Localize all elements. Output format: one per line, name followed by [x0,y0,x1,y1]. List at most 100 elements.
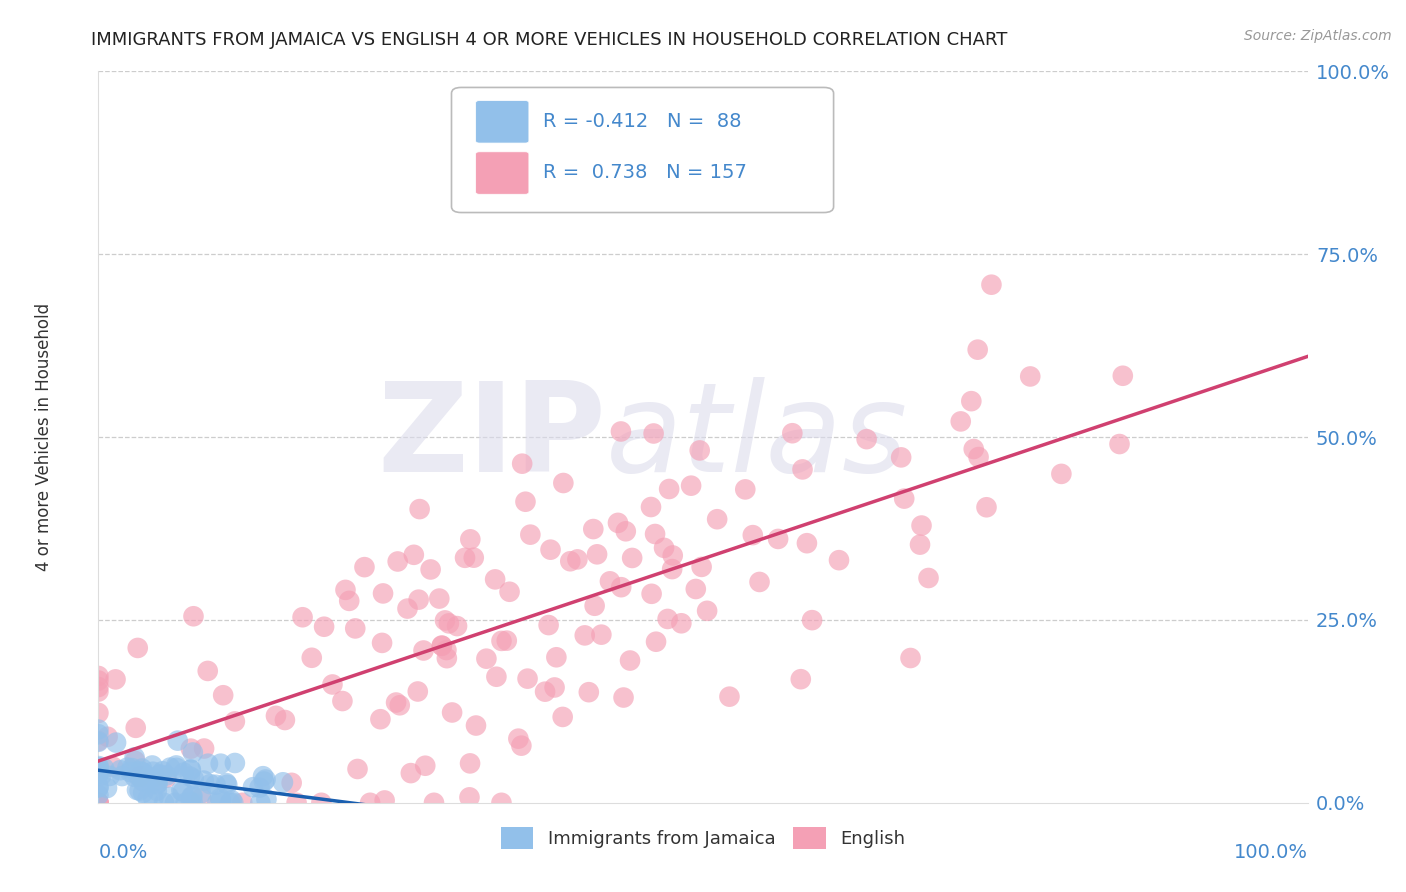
Point [591,627,613,641]
Point [586,547,609,561]
Point [516,672,538,686]
Point [104,673,127,687]
Text: IMMIGRANTS FROM JAMAICA VS ENGLISH 4 OR MORE VEHICLES IN HOUSEHOLD CORRELATION C: IMMIGRANTS FROM JAMAICA VS ENGLISH 4 OR … [91,31,1008,49]
Point [792,462,814,476]
Point [652,541,675,555]
Point [537,618,560,632]
Point [174,796,197,810]
Legend: Immigrants from Jamaica, English: Immigrants from Jamaica, English [494,820,912,856]
Point [132,786,155,800]
Point [546,650,568,665]
Point [136,791,159,805]
Point [427,591,450,606]
Point [215,776,238,790]
Point [87,766,110,780]
Point [183,609,205,624]
Point [181,796,204,810]
Point [152,764,174,779]
Point [285,796,308,810]
Point [87,788,110,802]
Point [685,582,707,596]
Point [828,553,851,567]
Point [734,483,756,497]
Text: R =  0.738   N = 157: R = 0.738 N = 157 [543,163,747,182]
Point [87,735,110,749]
Point [801,613,824,627]
Point [696,604,718,618]
Point [560,554,582,568]
Point [498,584,520,599]
Point [170,783,193,797]
Point [117,760,139,774]
Point [193,741,215,756]
Point [412,643,434,657]
Point [153,796,176,810]
Point [374,793,396,807]
Point [87,759,110,773]
Point [190,786,212,800]
Point [87,684,110,698]
Point [900,651,922,665]
Point [1019,369,1042,384]
Point [387,554,409,568]
Point [960,394,983,409]
Point [87,760,110,774]
Text: 4 or more Vehicles in Household: 4 or more Vehicles in Household [35,303,53,571]
Point [224,714,246,729]
Point [782,426,804,441]
Point [180,789,202,804]
Point [661,562,683,576]
Point [1050,467,1073,481]
Point [371,636,394,650]
Point [446,619,468,633]
Point [93,761,115,775]
Point [519,527,541,541]
Point [87,796,110,810]
Point [681,478,703,492]
Point [413,758,436,772]
Point [423,796,446,810]
Point [87,780,110,795]
Point [619,653,641,667]
Point [173,765,195,780]
Point [155,771,177,785]
Point [396,601,419,615]
Point [101,760,124,774]
Point [574,628,596,642]
Point [181,789,204,803]
Point [671,616,693,631]
Point [209,756,232,771]
Point [855,432,877,446]
Point [419,562,441,576]
Point [543,681,565,695]
FancyBboxPatch shape [475,152,529,194]
Point [890,450,912,465]
Point [578,685,600,699]
Point [142,764,165,779]
Point [1108,437,1130,451]
Point [314,620,336,634]
Point [612,690,634,705]
Point [256,792,278,806]
Point [344,622,367,636]
Point [146,773,169,788]
Point [146,778,169,792]
Point [495,633,517,648]
Point [491,633,513,648]
Point [484,573,506,587]
Point [706,512,728,526]
Point [748,574,770,589]
Point [718,690,741,704]
Point [231,796,253,810]
Point [146,776,169,790]
Point [966,343,988,357]
Point [540,542,562,557]
Point [209,794,232,808]
Point [105,735,128,749]
Point [87,723,110,737]
Point [741,528,763,542]
Point [399,766,422,780]
Point [910,518,932,533]
Point [221,793,243,807]
Point [165,758,187,772]
